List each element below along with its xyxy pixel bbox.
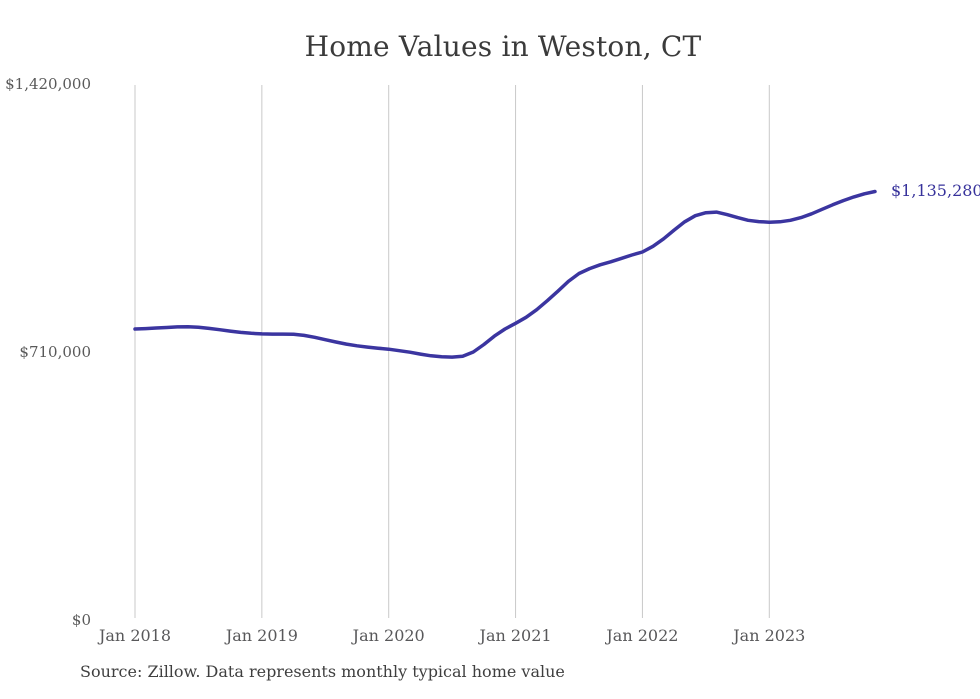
home-value-line [133,189,877,359]
y-tick-label: $1,420,000 [5,75,91,93]
x-tick-label: Jan 2021 [479,626,552,645]
x-tick-label: Jan 2019 [225,626,298,645]
x-tick-label: Jan 2018 [98,626,172,645]
y-tick-label: $710,000 [19,343,91,361]
latest-value-label: $1,135,280 [891,181,980,201]
x-tick-label: Jan 2023 [733,626,806,645]
x-tick-label: Jan 2022 [606,626,679,645]
chart-title: Home Values in Weston, CT [304,30,702,63]
y-tick-label: $0 [71,611,91,629]
x-tick-label: Jan 2020 [352,626,425,645]
source-note: Source: Zillow. Data represents monthly … [80,662,565,681]
